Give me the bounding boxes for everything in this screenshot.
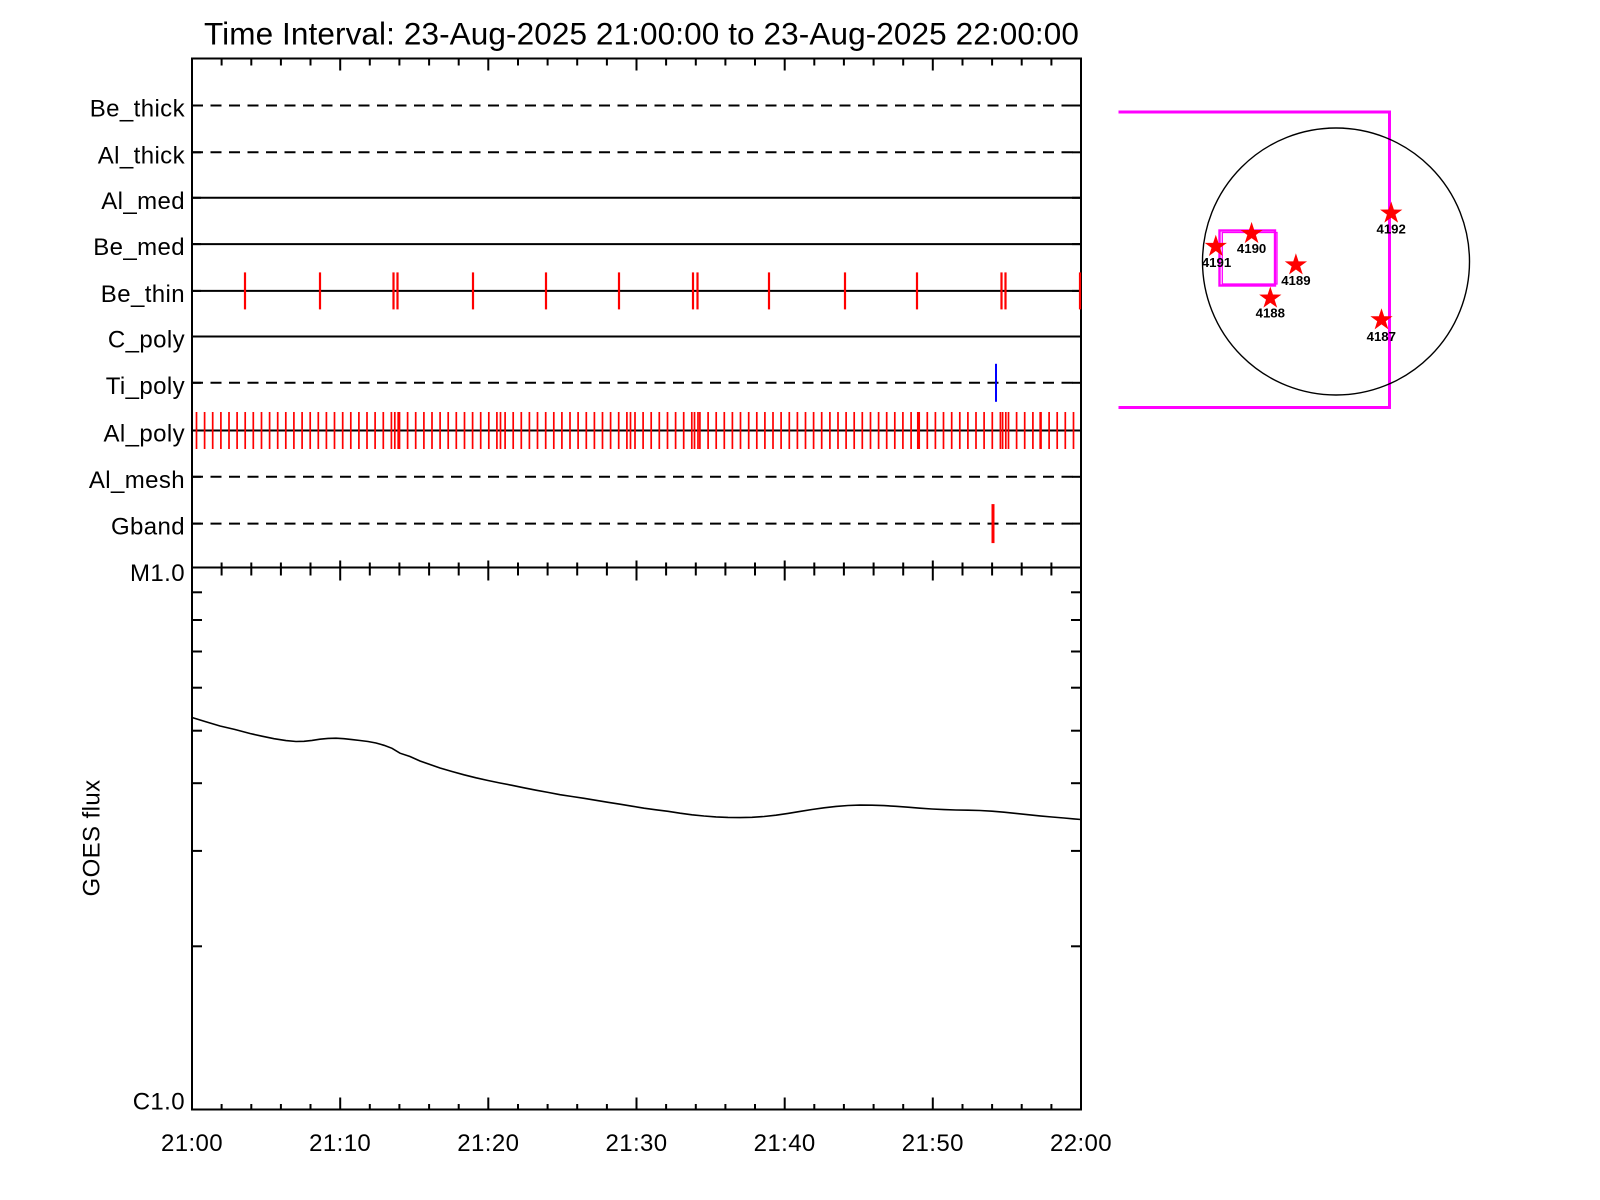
svg-text:Al_poly: Al_poly: [103, 421, 185, 448]
svg-text:21:10: 21:10: [309, 1130, 371, 1157]
svg-text:21:20: 21:20: [457, 1130, 519, 1157]
svg-text:4188: 4188: [1256, 306, 1285, 321]
svg-text:21:00: 21:00: [161, 1130, 223, 1157]
svg-text:Gband: Gband: [111, 514, 185, 541]
svg-text:C1.0: C1.0: [133, 1089, 185, 1116]
svg-text:21:50: 21:50: [902, 1130, 964, 1157]
svg-text:M1.0: M1.0: [130, 560, 185, 587]
svg-text:Be_med: Be_med: [93, 234, 185, 261]
svg-text:4187: 4187: [1367, 329, 1396, 344]
svg-text:C_poly: C_poly: [108, 327, 185, 354]
svg-text:22:00: 22:00: [1050, 1130, 1112, 1157]
svg-text:4190: 4190: [1237, 241, 1266, 256]
svg-text:21:40: 21:40: [754, 1130, 816, 1157]
svg-text:Be_thick: Be_thick: [90, 96, 186, 123]
svg-text:4191: 4191: [1202, 255, 1231, 270]
svg-text:GOES flux: GOES flux: [79, 780, 106, 897]
svg-text:Al_med: Al_med: [101, 188, 185, 215]
svg-text:4192: 4192: [1377, 222, 1406, 237]
svg-text:21:30: 21:30: [605, 1130, 667, 1157]
svg-text:Al_mesh: Al_mesh: [89, 467, 185, 494]
svg-text:Be_thin: Be_thin: [101, 281, 185, 308]
svg-text:Al_thick: Al_thick: [98, 142, 186, 169]
svg-text:4189: 4189: [1281, 273, 1310, 288]
svg-text:Time Interval: 23-Aug-2025 21:: Time Interval: 23-Aug-2025 21:00:00 to 2…: [204, 16, 1079, 52]
svg-text:Ti_poly: Ti_poly: [106, 373, 185, 400]
